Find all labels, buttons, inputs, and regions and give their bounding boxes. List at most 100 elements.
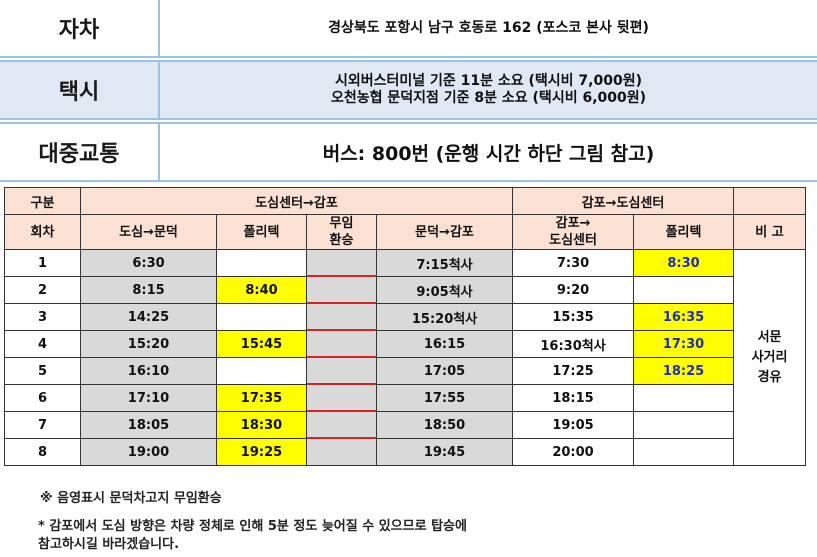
polytech-cell: 16:35 bbox=[633, 303, 735, 331]
remarks-cell: 서문 사거리 경유 bbox=[733, 249, 807, 466]
time-cell: 19:00 bbox=[80, 438, 217, 466]
time-cell: 18:05 bbox=[80, 411, 217, 439]
free-transfer-header: 무임 환승 bbox=[306, 214, 377, 250]
time-cell: 20:00 bbox=[512, 438, 635, 466]
polytech-cell: 8:40 bbox=[216, 276, 307, 304]
polytech-cell: 18:30 bbox=[216, 411, 307, 439]
transfer-cell bbox=[306, 303, 377, 331]
note-delay: * 감포에서 도심 방향은 차량 정체로 인해 5분 정도 늦어질 수 있으므로… bbox=[38, 518, 758, 554]
transfer-cell bbox=[306, 384, 377, 412]
transfer-cell bbox=[306, 249, 377, 277]
polytech-header-1: 폴리텍 bbox=[216, 214, 307, 250]
taxi-label: 택시 bbox=[0, 62, 160, 118]
table-row: 4 15:20 15:45 16:15 16:30척사 17:30 bbox=[4, 330, 806, 358]
time-cell: 16:15 bbox=[375, 330, 514, 358]
time-cell: 7:30 bbox=[512, 249, 635, 277]
table-row: 3 14:25 15:20척사 15:35 16:35 bbox=[4, 303, 806, 331]
gampo-center-header: 감포→ 도심센터 bbox=[512, 214, 635, 250]
bus-value: 버스: 800번 (운행 시간 하단 그림 참고) bbox=[160, 124, 817, 180]
note-free-transfer: ※ 음영표시 문덕차고지 무임환승 bbox=[40, 491, 222, 506]
time-cell: 6:30 bbox=[80, 249, 217, 277]
time-cell: 16:10 bbox=[80, 357, 217, 385]
car-address: 경상북도 포항시 남구 호동로 162 (포스코 본사 뒷편) bbox=[328, 19, 649, 36]
to-center-header: 감포→도심센터 bbox=[512, 187, 735, 215]
subheader-row: 회차 도심→문덕 폴리텍 무임 환승 문덕→감포 감포→ 도심센터 폴리텍 비 고 bbox=[4, 214, 807, 250]
round-cell: 7 bbox=[4, 411, 81, 439]
time-cell: 17:55 bbox=[375, 384, 514, 412]
time-cell: 9:20 bbox=[512, 276, 635, 304]
time-cell: 18:50 bbox=[375, 411, 514, 439]
taxi-line-2: 오천농협 문덕지점 기준 8분 소요 (택시비 6,000원) bbox=[330, 90, 647, 106]
polytech-cell: 8:30 bbox=[633, 249, 735, 277]
round-cell: 4 bbox=[4, 330, 81, 358]
round-cell: 6 bbox=[4, 384, 81, 412]
bus-route: 버스: 800번 (운행 시간 하단 그림 참고) bbox=[322, 142, 655, 165]
remark-line: 서문 bbox=[757, 329, 782, 345]
time-cell: 17:10 bbox=[80, 384, 217, 412]
table-row: 8 19:00 19:25 19:45 20:00 bbox=[4, 438, 806, 466]
info-row-bus: 대중교통 버스: 800번 (운행 시간 하단 그림 참고) bbox=[0, 122, 817, 182]
time-cell: 17:25 bbox=[512, 357, 635, 385]
round-cell: 2 bbox=[4, 276, 81, 304]
mundeok-gampo-header: 문덕→감포 bbox=[375, 214, 514, 250]
category-header: 구분 bbox=[4, 187, 81, 215]
transfer-cell bbox=[306, 330, 377, 358]
blank-header bbox=[733, 187, 807, 215]
remark-line: 사거리 bbox=[751, 349, 788, 365]
table-row: 1 6:30 7:15척사 7:30 8:30 서문 사거리 경유 bbox=[4, 249, 807, 466]
car-label: 자차 bbox=[0, 0, 160, 56]
transfer-cell bbox=[306, 438, 377, 466]
round-cell: 3 bbox=[4, 303, 81, 331]
table-row: 5 16:10 17:05 17:25 18:25 bbox=[4, 357, 806, 385]
round-cell: 5 bbox=[4, 357, 81, 385]
time-cell: 19:45 bbox=[375, 438, 514, 466]
info-row-taxi: 택시 시외버스터미널 기준 11분 소요 (택시비 7,000원) 오천농협 문… bbox=[0, 60, 817, 120]
table-row: 7 18:05 18:30 18:50 19:05 bbox=[4, 411, 806, 439]
time-cell: 16:30척사 bbox=[512, 330, 635, 358]
round-cell: 1 bbox=[4, 249, 81, 277]
remarks-header: 비 고 bbox=[733, 214, 807, 250]
time-cell: 18:15 bbox=[512, 384, 635, 412]
car-value: 경상북도 포항시 남구 호동로 162 (포스코 본사 뒷편) bbox=[160, 0, 817, 56]
transfer-cell bbox=[306, 411, 377, 439]
polytech-cell: 15:45 bbox=[216, 330, 307, 358]
remark-line: 경유 bbox=[757, 369, 782, 385]
transfer-cell bbox=[306, 276, 377, 304]
time-cell: 7:15척사 bbox=[375, 249, 514, 277]
polytech-cell: 18:25 bbox=[633, 357, 735, 385]
note-delay-line-2: 참고하시길 바라겠습니다. bbox=[38, 537, 180, 552]
to-gampo-header: 도심센터→감포 bbox=[79, 187, 514, 215]
polytech-cell bbox=[633, 276, 735, 304]
note-delay-line-1: * 감포에서 도심 방향은 차량 정체로 인해 5분 정도 늦어질 수 있으므로… bbox=[38, 519, 467, 534]
gampo-center-line-1: 감포→ bbox=[555, 216, 591, 231]
taxi-value: 시외버스터미널 기준 11분 소요 (택시비 7,000원) 오천농협 문덕지점… bbox=[160, 62, 817, 118]
info-row-car: 자차 경상북도 포항시 남구 호동로 162 (포스코 본사 뒷편) bbox=[0, 0, 817, 58]
bus-label: 대중교통 bbox=[0, 124, 160, 180]
polytech-cell: 17:30 bbox=[633, 330, 735, 358]
header-row: 구분 도심센터→감포 감포→도심센터 bbox=[4, 187, 807, 215]
taxi-line-1: 시외버스터미널 기준 11분 소요 (택시비 7,000원) bbox=[334, 73, 642, 89]
bus-timetable: 구분 도심센터→감포 감포→도심센터 회차 도심→문덕 폴리텍 무임 환승 문덕→… bbox=[4, 187, 807, 466]
round-cell: 8 bbox=[4, 438, 81, 466]
polytech-cell: 19:25 bbox=[216, 438, 307, 466]
time-cell: 15:20척사 bbox=[375, 303, 514, 331]
free-transfer-line-2: 환승 bbox=[329, 233, 354, 248]
table-row: 6 17:10 17:35 17:55 18:15 bbox=[4, 384, 806, 412]
time-cell: 17:05 bbox=[375, 357, 514, 385]
gampo-center-line-2: 도심센터 bbox=[549, 233, 597, 248]
polytech-cell bbox=[216, 357, 307, 385]
transfer-cell bbox=[306, 357, 377, 385]
polytech-cell: 17:35 bbox=[216, 384, 307, 412]
round-header: 회차 bbox=[4, 214, 81, 250]
polytech-cell bbox=[216, 303, 307, 331]
polytech-cell bbox=[633, 384, 735, 412]
time-cell: 19:05 bbox=[512, 411, 635, 439]
time-cell: 14:25 bbox=[80, 303, 217, 331]
polytech-header-2: 폴리텍 bbox=[633, 214, 735, 250]
time-cell: 15:20 bbox=[80, 330, 217, 358]
polytech-cell bbox=[216, 249, 307, 277]
polytech-cell bbox=[633, 438, 735, 466]
time-cell: 15:35 bbox=[512, 303, 635, 331]
table-row: 2 8:15 8:40 9:05척사 9:20 bbox=[4, 276, 806, 304]
time-cell: 9:05척사 bbox=[375, 276, 514, 304]
